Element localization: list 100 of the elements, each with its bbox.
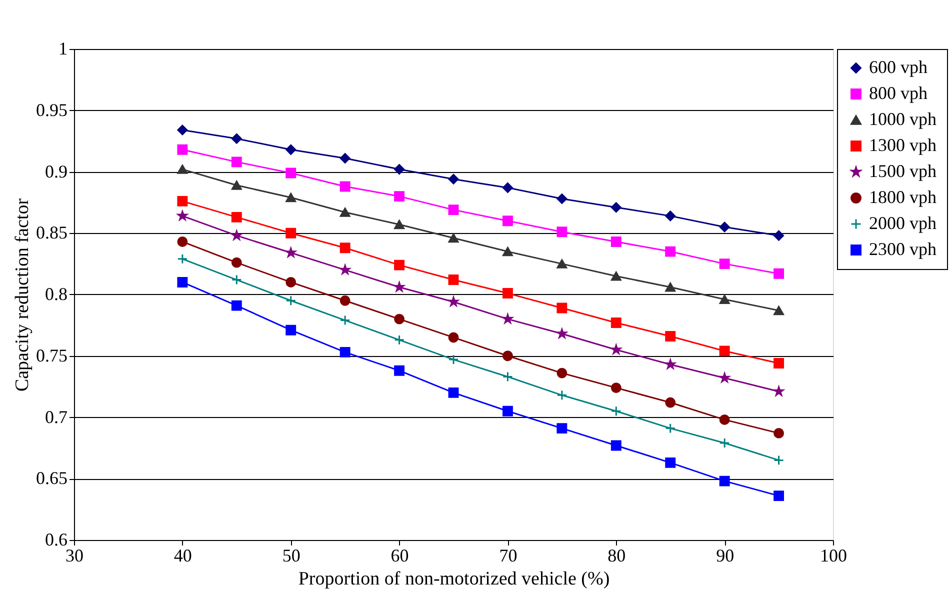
point <box>448 354 459 365</box>
point <box>610 271 622 281</box>
point <box>448 233 459 243</box>
point <box>231 274 242 285</box>
point <box>177 277 188 288</box>
point <box>177 210 188 220</box>
legend-label: 800 vph <box>869 83 928 103</box>
point <box>231 156 242 168</box>
y-tick-label: 0.75 <box>36 345 68 366</box>
point <box>394 365 405 376</box>
point <box>719 476 730 486</box>
x-tick-label: 70 <box>499 546 518 566</box>
point <box>394 282 404 292</box>
point <box>177 196 188 206</box>
point <box>286 192 296 202</box>
point <box>774 386 784 396</box>
point <box>231 257 242 268</box>
point <box>448 387 459 398</box>
y-tick-label: 0.7 <box>45 406 68 427</box>
point <box>556 302 568 314</box>
x-tick-label: 60 <box>390 546 409 566</box>
point <box>719 222 730 232</box>
point <box>394 191 405 202</box>
point <box>286 228 296 238</box>
point <box>556 328 567 338</box>
point <box>231 180 242 190</box>
point <box>774 268 784 279</box>
x-tick-label: 90 <box>716 546 734 566</box>
point <box>340 346 350 358</box>
point <box>340 295 350 306</box>
point <box>286 144 296 155</box>
point <box>610 236 622 247</box>
point <box>502 372 513 382</box>
point <box>556 423 568 434</box>
point <box>774 490 784 502</box>
point <box>610 406 622 416</box>
point <box>719 258 730 270</box>
point <box>394 260 405 270</box>
point <box>774 230 784 241</box>
point <box>286 324 296 336</box>
point <box>286 248 296 258</box>
point <box>556 390 568 400</box>
point <box>394 220 405 230</box>
point <box>502 406 513 416</box>
point <box>720 372 730 382</box>
point <box>719 414 730 425</box>
y-tick-label: 0.85 <box>36 222 68 243</box>
point <box>232 230 242 240</box>
x-tick-label: 40 <box>174 546 192 566</box>
point <box>665 282 676 292</box>
legend-label: 1000 vph <box>869 109 936 129</box>
point <box>719 294 730 304</box>
point <box>719 346 730 356</box>
point <box>177 236 188 247</box>
point <box>231 300 242 311</box>
legend-label: 600 vph <box>869 57 928 77</box>
legend-label: 2300 vph <box>869 239 936 259</box>
point <box>502 246 513 256</box>
point <box>665 457 676 468</box>
y-tick-label: 0.6 <box>45 530 68 550</box>
point <box>665 246 676 257</box>
x-tick-label: 80 <box>608 546 626 566</box>
legend-label: 1300 vph <box>869 135 936 155</box>
point <box>286 295 296 306</box>
point <box>502 350 513 362</box>
point <box>556 194 568 204</box>
point <box>448 204 459 216</box>
point <box>610 202 622 213</box>
point <box>448 296 458 306</box>
point <box>394 334 405 346</box>
point <box>502 182 513 193</box>
x-tick-label: 30 <box>66 546 84 566</box>
point <box>340 242 350 254</box>
point <box>774 358 784 368</box>
x-tick-label: 100 <box>820 546 847 566</box>
point <box>394 314 405 324</box>
y-axis-title: Capacity reduction factor <box>12 198 33 392</box>
point <box>610 440 622 451</box>
point <box>394 164 405 175</box>
point <box>340 315 350 326</box>
y-tick-label: 0.65 <box>36 468 68 488</box>
point <box>177 124 188 136</box>
point <box>340 181 350 192</box>
y-tick-label: 0.95 <box>36 100 68 120</box>
point <box>774 428 784 438</box>
point <box>448 332 459 343</box>
point <box>556 226 568 238</box>
point <box>665 359 676 369</box>
y-tick-label: 1 <box>58 38 68 58</box>
point <box>340 153 350 164</box>
point <box>556 368 568 378</box>
point <box>286 277 296 288</box>
point <box>502 288 513 298</box>
point <box>774 306 784 316</box>
point <box>177 254 188 264</box>
point <box>448 274 459 285</box>
x-axis-title: Proportion of non-motorized vehicle (%) <box>298 568 610 590</box>
point <box>231 212 242 222</box>
legend-label: 2000 vph <box>869 213 936 233</box>
x-tick-label: 50 <box>282 546 300 566</box>
